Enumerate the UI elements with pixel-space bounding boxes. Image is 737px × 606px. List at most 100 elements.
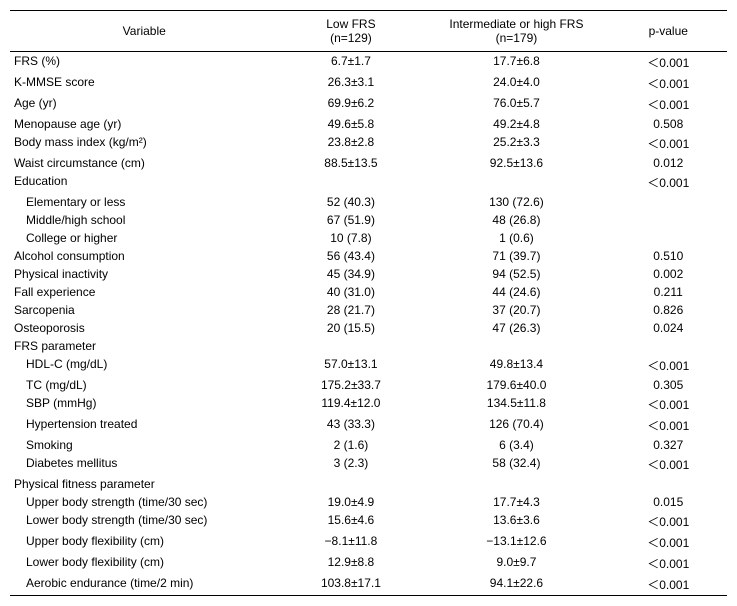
- cell-variable: SBP (mmHg): [10, 394, 278, 415]
- cell-low: 88.5±13.5: [278, 154, 423, 172]
- cell-pvalue: ＜0.001: [609, 454, 727, 475]
- header-low: Low FRS (n=129): [278, 11, 423, 52]
- cell-pvalue: 0.508: [609, 115, 727, 133]
- cell-high: 71 (39.7): [423, 247, 609, 265]
- table-row: Menopause age (yr)49.6±5.849.2±4.80.508: [10, 115, 727, 133]
- table-row: FRS (%)6.7±1.717.7±6.8＜0.001: [10, 52, 727, 74]
- cell-low: 67 (51.9): [278, 211, 423, 229]
- cell-high: 48 (26.8): [423, 211, 609, 229]
- cell-high: 94.1±22.6: [423, 574, 609, 596]
- header-low-label: Low FRS: [326, 17, 375, 31]
- cell-high: 17.7±4.3: [423, 493, 609, 511]
- cell-low: 103.8±17.1: [278, 574, 423, 596]
- table-row: Fall experience40 (31.0)44 (24.6)0.211: [10, 283, 727, 301]
- table-row: HDL-C (mg/dL)57.0±13.149.8±13.4＜0.001: [10, 355, 727, 376]
- cell-pvalue: ＜0.001: [609, 511, 727, 532]
- cell-pvalue: 0.015: [609, 493, 727, 511]
- table-row: Lower body flexibility (cm)12.9±8.89.0±9…: [10, 553, 727, 574]
- table-row: Physical fitness parameter: [10, 475, 727, 493]
- cell-pvalue: [609, 337, 727, 355]
- cell-low: 19.0±4.9: [278, 493, 423, 511]
- cell-high: 25.2±3.3: [423, 133, 609, 154]
- cell-high: 1 (0.6): [423, 229, 609, 247]
- cell-pvalue: ＜0.001: [609, 133, 727, 154]
- cell-variable: Diabetes mellitus: [10, 454, 278, 475]
- header-high: Intermediate or high FRS (n=179): [423, 11, 609, 52]
- cell-high: 130 (72.6): [423, 193, 609, 211]
- table-row: Hypertension treated43 (33.3)126 (70.4)＜…: [10, 415, 727, 436]
- table-row: Lower body strength (time/30 sec)15.6±4.…: [10, 511, 727, 532]
- cell-variable: FRS (%): [10, 52, 278, 74]
- cell-high: 134.5±11.8: [423, 394, 609, 415]
- cell-low: [278, 475, 423, 493]
- table-row: Aerobic endurance (time/2 min)103.8±17.1…: [10, 574, 727, 596]
- cell-high: 24.0±4.0: [423, 73, 609, 94]
- cell-pvalue: ＜0.001: [609, 94, 727, 115]
- cell-high: 76.0±5.7: [423, 94, 609, 115]
- table-row: Age (yr)69.9±6.276.0±5.7＜0.001: [10, 94, 727, 115]
- cell-high: [423, 172, 609, 193]
- cell-high: 58 (32.4): [423, 454, 609, 475]
- cell-variable: Menopause age (yr): [10, 115, 278, 133]
- cell-variable: Waist circumstance (cm): [10, 154, 278, 172]
- header-low-n: (n=129): [330, 31, 372, 45]
- cell-pvalue: ＜0.001: [609, 52, 727, 74]
- cell-low: 23.8±2.8: [278, 133, 423, 154]
- cell-low: 40 (31.0): [278, 283, 423, 301]
- table-row: Elementary or less52 (40.3)130 (72.6): [10, 193, 727, 211]
- cell-variable: Upper body strength (time/30 sec): [10, 493, 278, 511]
- cell-low: 56 (43.4): [278, 247, 423, 265]
- cell-pvalue: 0.211: [609, 283, 727, 301]
- cell-low: 12.9±8.8: [278, 553, 423, 574]
- table-row: K-MMSE score26.3±3.124.0±4.0＜0.001: [10, 73, 727, 94]
- table-row: Body mass index (kg/m²)23.8±2.825.2±3.3＜…: [10, 133, 727, 154]
- cell-low: 3 (2.3): [278, 454, 423, 475]
- cell-high: [423, 475, 609, 493]
- cell-high: [423, 337, 609, 355]
- cell-variable: Physical inactivity: [10, 265, 278, 283]
- cell-pvalue: ＜0.001: [609, 172, 727, 193]
- cell-high: 94 (52.5): [423, 265, 609, 283]
- table-row: Upper body strength (time/30 sec)19.0±4.…: [10, 493, 727, 511]
- cell-variable: Lower body flexibility (cm): [10, 553, 278, 574]
- cell-variable: Osteoporosis: [10, 319, 278, 337]
- cell-low: 6.7±1.7: [278, 52, 423, 74]
- cell-variable: TC (mg/dL): [10, 376, 278, 394]
- cell-low: 15.6±4.6: [278, 511, 423, 532]
- cell-high: 179.6±40.0: [423, 376, 609, 394]
- table-row: Diabetes mellitus3 (2.3)58 (32.4)＜0.001: [10, 454, 727, 475]
- table-row: Smoking2 (1.6)6 (3.4)0.327: [10, 436, 727, 454]
- cell-variable: Middle/high school: [10, 211, 278, 229]
- cell-low: 119.4±12.0: [278, 394, 423, 415]
- cell-variable: Education: [10, 172, 278, 193]
- cell-low: 52 (40.3): [278, 193, 423, 211]
- cell-pvalue: 0.510: [609, 247, 727, 265]
- cell-pvalue: 0.826: [609, 301, 727, 319]
- cell-variable: Body mass index (kg/m²): [10, 133, 278, 154]
- cell-variable: Physical fitness parameter: [10, 475, 278, 493]
- table-row: Osteoporosis20 (15.5)47 (26.3)0.024: [10, 319, 727, 337]
- cell-high: 6 (3.4): [423, 436, 609, 454]
- cell-low: 26.3±3.1: [278, 73, 423, 94]
- table-row: Sarcopenia28 (21.7)37 (20.7)0.826: [10, 301, 727, 319]
- cell-low: 2 (1.6): [278, 436, 423, 454]
- header-row: Variable Low FRS (n=129) Intermediate or…: [10, 11, 727, 52]
- cell-variable: Sarcopenia: [10, 301, 278, 319]
- cell-low: 28 (21.7): [278, 301, 423, 319]
- cell-low: 20 (15.5): [278, 319, 423, 337]
- cell-low: [278, 337, 423, 355]
- table-row: Middle/high school67 (51.9)48 (26.8): [10, 211, 727, 229]
- cell-pvalue: [609, 211, 727, 229]
- cell-pvalue: 0.002: [609, 265, 727, 283]
- cell-low: 49.6±5.8: [278, 115, 423, 133]
- cell-high: 92.5±13.6: [423, 154, 609, 172]
- cell-low: 45 (34.9): [278, 265, 423, 283]
- cell-pvalue: [609, 229, 727, 247]
- header-high-n: (n=179): [496, 31, 538, 45]
- header-high-label: Intermediate or high FRS: [449, 17, 583, 31]
- cell-high: 49.8±13.4: [423, 355, 609, 376]
- table-row: FRS parameter: [10, 337, 727, 355]
- table-row: Alcohol consumption56 (43.4)71 (39.7)0.5…: [10, 247, 727, 265]
- cell-low: 43 (33.3): [278, 415, 423, 436]
- cell-variable: Elementary or less: [10, 193, 278, 211]
